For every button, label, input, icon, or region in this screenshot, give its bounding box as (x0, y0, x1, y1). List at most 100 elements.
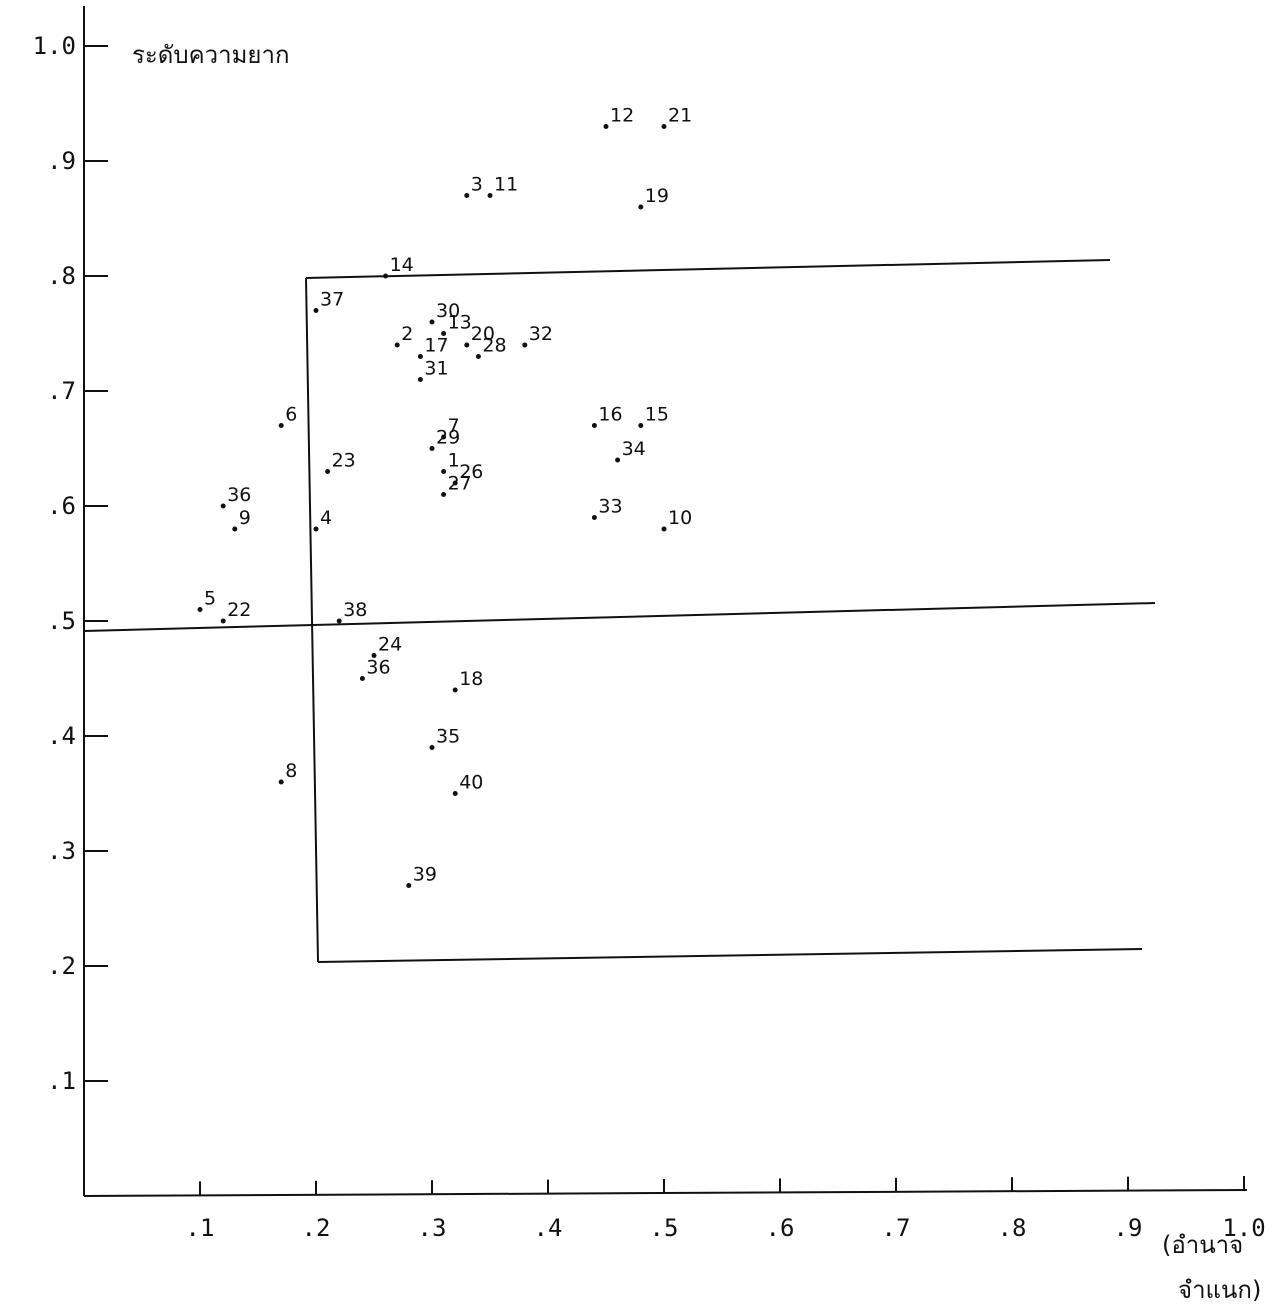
point-label: 40 (459, 772, 483, 794)
y-tick-label: .2 (47, 952, 76, 980)
point-label: 29 (436, 427, 460, 449)
data-point (452, 687, 458, 693)
x-tick-label: .5 (650, 1214, 679, 1242)
x-axis (83, 1189, 1248, 1197)
data-point (406, 883, 412, 888)
y-tick-label: .1 (47, 1067, 76, 1095)
point-label: 22 (227, 599, 251, 621)
x-tick-label: .1 (186, 1214, 215, 1242)
point-label: 36 (366, 657, 390, 679)
point-label: 31 (424, 358, 448, 380)
data-point (452, 480, 458, 486)
x-tick-label: .8 (998, 1214, 1027, 1242)
data-point (452, 791, 458, 796)
point-label: 5 (204, 588, 216, 610)
point-label: 26 (459, 461, 483, 483)
x-tick-label: .4 (534, 1214, 563, 1242)
boundary-line-bottom (317, 948, 1143, 963)
y-tick-label: .5 (47, 607, 76, 635)
boundary-line-top (305, 259, 1111, 279)
data-point (441, 469, 447, 474)
data-point (313, 526, 319, 532)
y-tick-label: .8 (47, 262, 76, 290)
point-label: 6 (285, 404, 297, 426)
x-tick-label: 1.0 (1222, 1214, 1265, 1242)
data-point (638, 423, 644, 428)
data-point (220, 618, 226, 624)
point-label: 10 (668, 507, 692, 529)
data-point (487, 193, 493, 198)
point-label: 7 (448, 415, 460, 437)
data-point (278, 779, 284, 785)
data-point (441, 492, 447, 497)
y-tick-label: .4 (47, 722, 76, 750)
data-point (429, 745, 435, 750)
point-label: 14 (390, 254, 414, 276)
point-label: 3 (471, 174, 483, 196)
point-label: 20 (471, 323, 495, 345)
x-axis-label-line2: จำแนก) (1178, 1276, 1261, 1304)
data-point (417, 354, 423, 359)
y-tick-label: .7 (47, 377, 76, 405)
point-label: 34 (622, 438, 646, 460)
y-axis-label: ระดับความยาก (132, 41, 290, 69)
x-tick-label: .6 (766, 1214, 795, 1242)
point-label: 32 (529, 323, 553, 345)
data-point (220, 503, 226, 509)
point-label: 4 (320, 507, 332, 529)
x-ticks: .1 .2 .3 .4 .5 .6 .7 .8 .9 1.0 (186, 1176, 1266, 1242)
point-label: 28 (482, 335, 506, 357)
data-point (232, 526, 238, 532)
y-tick-label: .6 (47, 492, 76, 520)
data-point (464, 342, 470, 348)
point-label: 12 (610, 105, 634, 127)
data-point (464, 193, 470, 198)
point-label: 9 (239, 507, 251, 529)
point-label: 38 (343, 599, 367, 621)
data-point (325, 469, 331, 474)
data-point (394, 342, 400, 348)
point-label: 35 (436, 726, 460, 748)
data-point (661, 124, 667, 129)
data-point (313, 308, 319, 313)
data-point (429, 446, 435, 451)
point-label: 39 (413, 864, 437, 886)
point-label: 27 (448, 473, 472, 495)
point-label: 17 (424, 335, 448, 357)
data-point (383, 273, 389, 279)
point-label: 37 (320, 289, 344, 311)
data-point (429, 319, 435, 325)
data-point (371, 653, 377, 658)
point-label: 11 (494, 174, 518, 196)
data-point (441, 434, 447, 440)
data-point (359, 676, 365, 681)
x-tick-label: .9 (1114, 1214, 1143, 1242)
data-point (197, 607, 203, 612)
data-point (603, 124, 609, 129)
data-point (522, 342, 528, 348)
y-tick-label: .9 (47, 147, 76, 175)
point-label: 21 (668, 105, 692, 127)
data-point (591, 423, 597, 428)
point-label: 23 (332, 450, 356, 472)
point-label: 16 (598, 404, 622, 426)
point-label: 1 (448, 450, 460, 472)
boundary-line-middle (83, 602, 1156, 632)
data-point (638, 204, 644, 210)
data-point (278, 423, 284, 428)
point-label: 8 (285, 760, 297, 782)
point-label: 2 (401, 323, 413, 345)
point-label: 33 (598, 496, 622, 518)
x-axis-label-line1: (อำนาจ (1162, 1231, 1243, 1259)
point-label: 36 (227, 484, 251, 506)
y-tick-label: .3 (47, 837, 76, 865)
data-point (441, 331, 447, 336)
x-tick-label: .3 (418, 1214, 447, 1242)
y-ticks: .1 .2 .3 .4 .5 .6 .7 .8 .9 1.0 (33, 32, 108, 1095)
data-point (661, 526, 667, 532)
data-point (417, 377, 423, 382)
data-point (591, 515, 597, 520)
point-label: 15 (645, 404, 669, 426)
